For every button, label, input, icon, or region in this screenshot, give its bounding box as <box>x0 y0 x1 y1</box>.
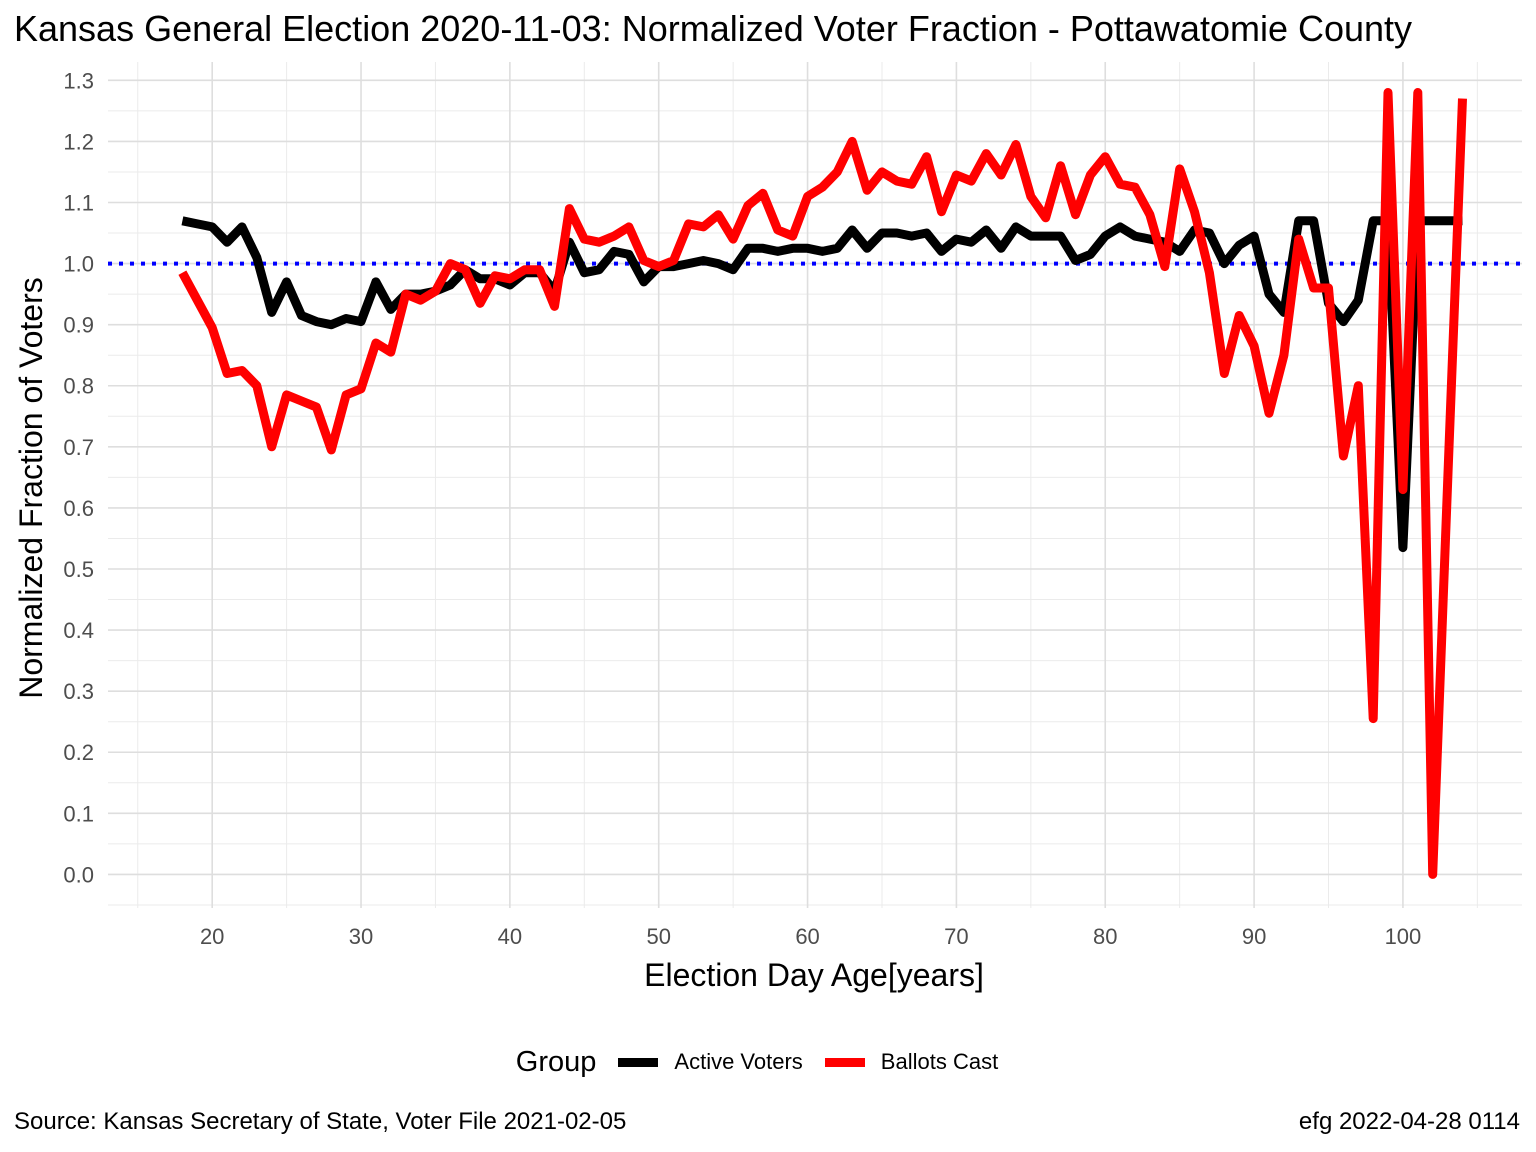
legend-label-ballots-cast: Ballots Cast <box>880 1049 999 1074</box>
x-tick-label: 90 <box>1242 924 1266 949</box>
y-tick-label: 0.0 <box>63 862 94 887</box>
y-tick-labels: 0.0 0.1 0.2 0.3 0.4 0.5 0.6 0.7 0.8 0.9 1.0 1.1 1.2 1… <box>63 68 94 887</box>
y-tick-label: 0.3 <box>63 679 94 704</box>
x-tick-label: 60 <box>795 924 819 949</box>
y-tick-label: 1.0 <box>63 252 94 277</box>
series-layer <box>178 88 1467 879</box>
x-axis-title: Election Day Age[years] <box>644 957 984 993</box>
x-tick-label: 80 <box>1093 924 1117 949</box>
y-tick-label: 0.7 <box>63 435 94 460</box>
legend-label-active-voters: Active Voters <box>674 1049 803 1074</box>
author-caption: efg 2022-04-28 0114 <box>1298 1108 1520 1135</box>
y-tick-label: 0.2 <box>63 740 94 765</box>
y-tick-label: 0.1 <box>63 801 94 826</box>
chart-title: Kansas General Election 2020-11-03: Norm… <box>14 8 1413 49</box>
y-tick-label: 0.4 <box>63 618 94 643</box>
y-tick-label: 1.2 <box>63 129 94 154</box>
x-tick-label: 20 <box>200 924 224 949</box>
x-tick-label: 40 <box>498 924 522 949</box>
x-tick-label: 100 <box>1385 924 1422 949</box>
source-caption: Source: Kansas Secretary of State, Voter… <box>14 1108 627 1135</box>
y-tick-label: 0.6 <box>63 496 94 521</box>
y-tick-label: 0.5 <box>63 557 94 582</box>
x-tick-label: 30 <box>349 924 373 949</box>
legend: Group Active Voters Ballots Cast <box>0 1040 1536 1084</box>
y-tick-label: 1.1 <box>63 190 94 215</box>
y-tick-label: 1.3 <box>63 68 94 93</box>
legend-item-active-voters: Active Voters <box>618 1049 803 1075</box>
series-line-ballots-cast <box>178 88 1467 879</box>
legend-key-ballots-cast <box>824 1057 865 1067</box>
x-tick-labels: 20 30 40 50 60 70 80 90 100 <box>200 924 1421 949</box>
series-line-active-voters <box>181 216 1463 553</box>
x-tick-label: 70 <box>944 924 968 949</box>
y-tick-label: 0.9 <box>63 313 94 338</box>
legend-item-ballots-cast: Ballots Cast <box>824 1049 999 1075</box>
legend-title: Group <box>515 1045 597 1078</box>
x-tick-label: 50 <box>646 924 670 949</box>
y-tick-label: 0.8 <box>63 374 94 399</box>
legend-key-active-voters <box>618 1057 659 1067</box>
y-axis-title: Normalized Fraction of Voters <box>13 277 49 699</box>
